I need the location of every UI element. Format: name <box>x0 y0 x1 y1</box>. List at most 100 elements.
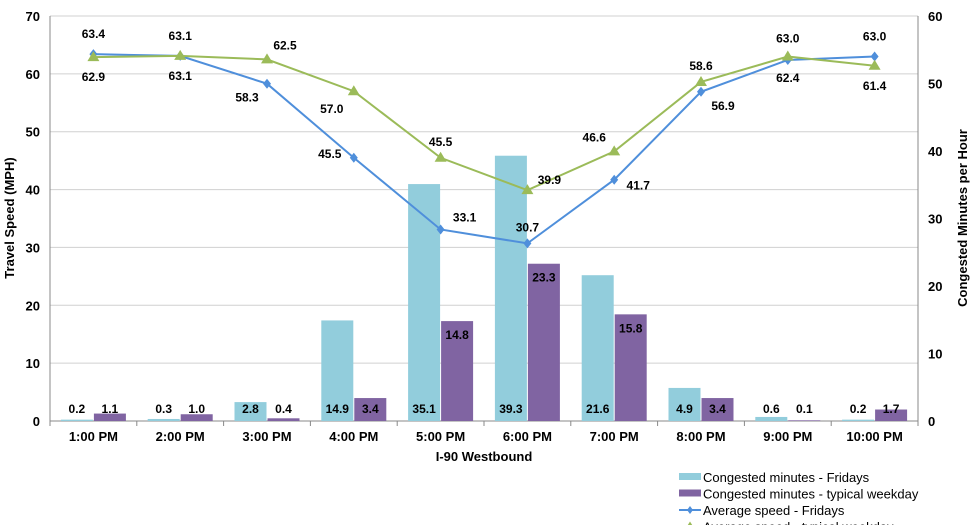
y-tick-label: 10 <box>26 356 40 371</box>
x-tick-label: 3:00 PM <box>242 429 291 444</box>
x-tick-label: 6:00 PM <box>503 429 552 444</box>
line-data-label: 41.7 <box>627 179 651 193</box>
bar-fridays <box>494 155 527 421</box>
line-data-label: 58.6 <box>689 59 713 73</box>
legend-label: Congested minutes - typical weekday <box>703 487 919 502</box>
line-data-label: 63.0 <box>863 30 887 44</box>
line-fridays <box>93 53 875 245</box>
bar-fridays <box>234 402 267 421</box>
line-data-label: 56.9 <box>711 99 735 113</box>
point-fridays <box>436 224 445 235</box>
bar-data-label: 35.1 <box>412 402 436 416</box>
bar-fridays <box>408 184 441 421</box>
bar-data-label: 0.4 <box>275 402 292 416</box>
line-data-label: 45.5 <box>429 135 453 149</box>
line-typical-weekday <box>93 54 875 192</box>
bar-data-label: 4.9 <box>676 402 693 416</box>
y2-tick-label: 10 <box>928 347 942 362</box>
bar-fridays <box>668 387 701 421</box>
bar-data-label: 0.1 <box>796 402 813 416</box>
legend-swatch <box>679 473 701 480</box>
bar-typical-weekday <box>267 418 300 421</box>
y2-tick-label: 50 <box>928 77 942 92</box>
bar-typical-weekday <box>701 398 734 421</box>
bar-typical-weekday <box>354 398 387 421</box>
bar-typical-weekday <box>875 409 908 421</box>
bar-typical-weekday <box>180 414 213 421</box>
bars <box>60 155 908 421</box>
x-tick-label: 2:00 PM <box>156 429 205 444</box>
point-typical-weekday <box>434 151 447 162</box>
line-data-label: 45.5 <box>318 147 342 161</box>
legend-marker <box>687 506 693 514</box>
gridlines <box>50 15 918 422</box>
y-axis-title: Travel Speed (MPH) <box>2 157 17 278</box>
bar-data-label: 0.2 <box>69 402 86 416</box>
bar-data-label: 1.0 <box>188 402 205 416</box>
point-fridays <box>523 238 532 249</box>
x-tick-label: 10:00 PM <box>846 429 902 444</box>
line-data-label: 62.4 <box>776 71 800 85</box>
point-fridays <box>870 51 879 62</box>
bar-data-label: 3.4 <box>362 402 379 416</box>
line-data-label: 61.4 <box>863 79 887 93</box>
bar-data-label: 0.6 <box>763 402 780 416</box>
axes: 0 10 20 30 40 50 60 70 0 10 20 30 40 50 60 1:00 PM 2:00 … <box>26 9 943 444</box>
point-fridays <box>349 152 358 163</box>
point-typical-weekday <box>781 50 794 61</box>
y2-tick-label: 60 <box>928 9 942 24</box>
bar-data-label: 14.8 <box>445 328 469 342</box>
bar-typical-weekday <box>788 420 821 421</box>
legend-swatch <box>679 489 701 497</box>
bar-data-label: 21.6 <box>586 402 610 416</box>
line-data-label: 63.0 <box>776 32 800 46</box>
x-axis-title: I-90 Westbound <box>436 449 533 464</box>
bar-data-label: 39.3 <box>499 402 523 416</box>
bar-fridays <box>60 419 93 421</box>
y-tick-label: 30 <box>26 240 40 255</box>
y-tick-label: 50 <box>26 125 40 140</box>
point-typical-weekday <box>87 51 100 62</box>
line-data-label: 63.1 <box>169 29 193 43</box>
bar-data-label: 2.8 <box>242 402 259 416</box>
y-tick-label: 40 <box>26 183 40 198</box>
bar-typical-weekday <box>614 314 647 421</box>
y2-tick-label: 30 <box>928 212 942 227</box>
line-data-label: 57.0 <box>320 102 344 116</box>
legend: Congested minutes - Fridays Congested min… <box>679 470 919 530</box>
point-typical-weekday <box>174 49 187 60</box>
data-labels: 0.2 0.3 2.8 14.9 35.1 39.3 21.6 4.9 0.6 0.2 1.1 1.0… <box>69 27 900 416</box>
line-data-label: 62.5 <box>273 38 297 52</box>
line-data-label: 63.1 <box>169 69 193 83</box>
point-typical-weekday <box>608 145 621 156</box>
y2-tick-label: 40 <box>928 144 942 159</box>
line-data-label: 39.9 <box>538 173 562 187</box>
line-data-label: 30.7 <box>516 220 540 234</box>
x-tick-label: 4:00 PM <box>329 429 378 444</box>
point-typical-weekday <box>521 184 534 195</box>
point-fridays <box>610 174 619 185</box>
bar-typical-weekday <box>93 413 126 421</box>
line-data-label: 62.9 <box>82 70 106 84</box>
bar-data-label: 15.8 <box>619 321 643 335</box>
bar-data-label: 3.4 <box>709 402 726 416</box>
x-tick-label: 9:00 PM <box>763 429 812 444</box>
y2-axis-title: Congested Minutes per Hour <box>955 129 970 307</box>
point-typical-weekday <box>695 75 707 86</box>
point-fridays <box>263 78 271 89</box>
point-typical-weekday <box>868 59 881 70</box>
bar-fridays <box>321 320 354 421</box>
y-tick-label: 0 <box>33 414 40 429</box>
bar-data-label: 14.9 <box>326 402 350 416</box>
y2-tick-label: 20 <box>928 279 942 294</box>
y2-tick-label: 0 <box>928 414 935 429</box>
line-data-label: 46.6 <box>583 130 607 144</box>
legend-marker <box>685 521 695 530</box>
x-tick-label: 7:00 PM <box>590 429 639 444</box>
bar-typical-weekday <box>527 263 560 421</box>
x-tick-label: 8:00 PM <box>676 429 725 444</box>
y-tick-label: 20 <box>26 298 40 313</box>
point-typical-weekday <box>261 53 273 64</box>
bar-fridays <box>147 418 180 421</box>
